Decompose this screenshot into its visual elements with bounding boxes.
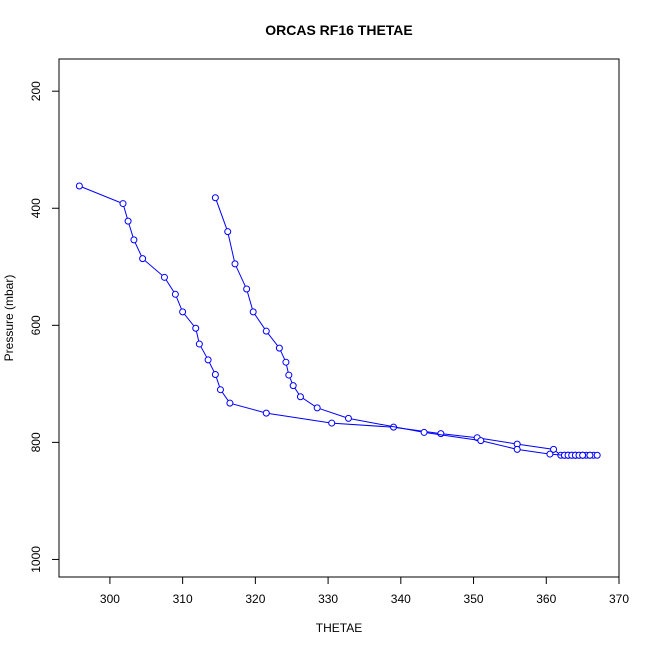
y-tick-label: 600: [29, 315, 43, 335]
data-point: [226, 399, 234, 407]
data-point: [211, 194, 219, 202]
data-point: [119, 200, 127, 208]
chart-title: ORCAS RF16 THETAE: [265, 22, 413, 38]
data-point: [130, 236, 138, 244]
data-point: [243, 285, 251, 293]
y-axis-label: Pressure (mbar): [2, 275, 16, 362]
data-point: [192, 324, 200, 332]
data-point: [289, 382, 297, 390]
data-point: [477, 437, 485, 445]
data-point: [285, 371, 293, 379]
data-point: [231, 260, 239, 268]
x-tick-label: 300: [100, 592, 120, 606]
data-point: [124, 217, 132, 225]
data-point: [179, 308, 187, 316]
x-tick-label: 310: [173, 592, 193, 606]
plot-frame: [58, 58, 620, 578]
data-point: [593, 451, 601, 459]
x-tick-label: 370: [609, 592, 629, 606]
x-tick-label: 320: [245, 592, 265, 606]
data-point: [262, 327, 270, 335]
x-axis: 300 310 320 330 340 350 360 370: [100, 576, 629, 606]
data-point: [579, 451, 587, 459]
data-point: [139, 255, 147, 263]
data-point: [211, 370, 219, 378]
y-tick-label: 1000: [29, 546, 43, 573]
y-tick-label: 800: [29, 432, 43, 452]
data-point: [328, 419, 336, 427]
x-axis-label: THETAE: [316, 621, 362, 635]
x-tick-label: 340: [391, 592, 411, 606]
data-point: [275, 344, 283, 352]
x-tick-label: 330: [318, 592, 338, 606]
data-point: [344, 414, 352, 422]
data-point: [224, 228, 232, 236]
data-point: [313, 404, 321, 412]
data-point: [513, 445, 521, 453]
data-point: [195, 340, 203, 348]
data-point: [296, 393, 304, 401]
y-axis: 200 400 600 800 1000: [29, 81, 60, 573]
data-point: [437, 430, 445, 438]
series-1: [75, 182, 601, 459]
series-layer: [75, 182, 601, 459]
data-point: [171, 290, 179, 298]
y-tick-label: 400: [29, 198, 43, 218]
data-point: [160, 273, 168, 281]
data-point: [546, 450, 554, 458]
data-point: [249, 308, 257, 316]
data-point: [420, 428, 428, 436]
data-point: [262, 409, 270, 417]
data-point: [550, 445, 558, 453]
x-tick-label: 360: [536, 592, 556, 606]
data-point: [75, 182, 83, 190]
data-point: [282, 358, 290, 366]
series-2: [211, 194, 587, 459]
data-point: [204, 356, 212, 364]
x-tick-label: 350: [464, 592, 484, 606]
y-tick-label: 200: [29, 81, 43, 101]
data-point: [216, 386, 224, 394]
data-point: [586, 451, 594, 459]
series-line: [214, 197, 583, 456]
